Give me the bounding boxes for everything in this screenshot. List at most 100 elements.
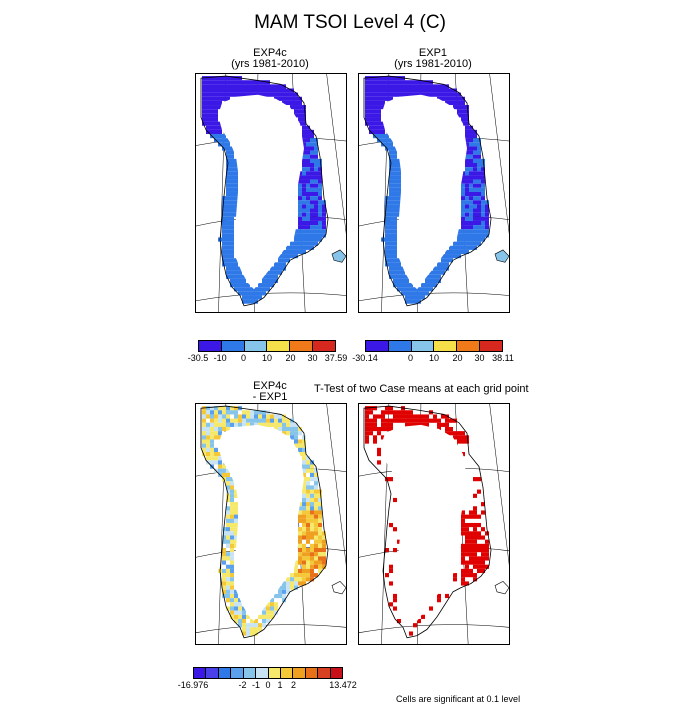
grid-cell bbox=[413, 291, 417, 296]
grid-cell bbox=[393, 204, 397, 209]
grid-cell bbox=[218, 410, 222, 415]
grid-cell bbox=[206, 109, 210, 114]
map-panel-exp1 bbox=[358, 73, 510, 313]
grid-cell bbox=[310, 535, 314, 540]
grid-cell bbox=[230, 577, 234, 582]
grid-cell bbox=[210, 100, 214, 106]
grid-cell bbox=[218, 406, 222, 411]
grid-cell bbox=[286, 418, 290, 423]
grid-cell bbox=[206, 100, 210, 106]
grid-cell bbox=[258, 410, 262, 415]
grid-cell bbox=[262, 610, 266, 615]
grid-cell bbox=[278, 88, 282, 93]
grid-cell bbox=[234, 593, 238, 599]
grid-cell bbox=[413, 88, 417, 93]
grid-cell bbox=[230, 418, 234, 423]
grid-cell bbox=[310, 464, 314, 469]
grid-cell bbox=[393, 237, 397, 242]
grid-cell bbox=[298, 556, 302, 561]
grid-cell bbox=[282, 262, 286, 267]
grid-cell bbox=[469, 179, 473, 184]
grid-cell bbox=[234, 422, 238, 427]
grid-cell bbox=[318, 175, 322, 180]
grid-cell bbox=[206, 406, 210, 411]
grid-cell bbox=[409, 287, 413, 292]
grid-cell bbox=[441, 258, 445, 263]
grid-cell bbox=[369, 100, 373, 106]
grid-cell bbox=[230, 531, 234, 536]
grid-cell bbox=[306, 514, 310, 519]
grid-cell bbox=[417, 422, 421, 427]
grid-cell bbox=[234, 196, 238, 201]
grid-cell bbox=[242, 278, 246, 284]
grid-cell bbox=[222, 76, 226, 81]
grid-cell bbox=[314, 535, 318, 540]
grid-cell bbox=[445, 431, 449, 436]
grid-cell bbox=[473, 158, 477, 163]
grid-cell bbox=[477, 183, 481, 188]
grid-cell bbox=[437, 270, 441, 275]
grid-cell bbox=[465, 200, 469, 205]
grid-cell bbox=[234, 602, 238, 607]
grid-cell bbox=[254, 623, 258, 628]
grid-cell bbox=[230, 585, 234, 590]
grid-cell bbox=[425, 88, 429, 93]
grid-cell bbox=[242, 274, 246, 279]
grid-cell bbox=[481, 233, 485, 238]
grid-cell bbox=[278, 593, 282, 599]
grid-cell bbox=[310, 154, 314, 159]
grid-cell bbox=[453, 245, 457, 250]
grid-cell bbox=[397, 283, 401, 288]
grid-cell bbox=[421, 88, 425, 93]
grid-cell bbox=[262, 414, 266, 419]
grid-cell bbox=[397, 270, 401, 275]
grid-cell bbox=[246, 631, 250, 636]
grid-cell bbox=[226, 598, 230, 603]
grid-cell bbox=[397, 418, 401, 423]
grid-cell bbox=[437, 278, 441, 284]
grid-cell bbox=[465, 154, 469, 159]
grid-cell bbox=[457, 435, 461, 440]
grid-cell bbox=[425, 92, 429, 97]
grid-cell bbox=[270, 283, 274, 288]
grid-cell bbox=[465, 548, 469, 553]
grid-cell bbox=[298, 539, 302, 544]
grid-cell bbox=[210, 105, 214, 110]
grid-cell bbox=[202, 88, 206, 93]
grid-cell bbox=[433, 84, 437, 89]
colorbar-exp1 bbox=[365, 340, 503, 352]
grid-cell bbox=[461, 514, 465, 519]
grid-cell bbox=[214, 88, 218, 93]
grid-cell bbox=[306, 535, 310, 540]
grid-cell bbox=[214, 105, 218, 110]
grid-cell bbox=[226, 76, 230, 81]
grid-cell bbox=[226, 249, 230, 255]
grid-cell bbox=[322, 535, 326, 540]
grid-cell bbox=[298, 175, 302, 180]
grid-cell bbox=[226, 573, 230, 578]
grid-cell bbox=[441, 414, 445, 419]
grid-cell bbox=[385, 410, 389, 415]
grid-cell bbox=[465, 522, 469, 528]
grid-cell bbox=[365, 100, 369, 106]
grid-cell bbox=[234, 278, 238, 284]
grid-cell bbox=[465, 113, 469, 118]
grid-cell bbox=[302, 443, 306, 448]
grid-cell bbox=[477, 138, 481, 143]
grid-cell bbox=[306, 477, 310, 482]
grid-cell bbox=[202, 431, 206, 436]
grid-cell bbox=[222, 258, 226, 263]
grid-cell bbox=[302, 142, 306, 147]
grid-cell bbox=[234, 618, 238, 624]
grid-cell bbox=[314, 493, 318, 498]
grid-cell bbox=[306, 245, 310, 250]
grid-cell bbox=[214, 125, 218, 130]
grid-cell bbox=[210, 443, 214, 448]
grid-cell bbox=[314, 204, 318, 209]
grid-cell bbox=[210, 426, 214, 432]
grid-cell bbox=[318, 208, 322, 213]
grid-cell bbox=[246, 92, 250, 97]
grid-cell bbox=[465, 564, 469, 569]
grid-cell bbox=[409, 92, 413, 97]
grid-cell bbox=[421, 287, 425, 292]
